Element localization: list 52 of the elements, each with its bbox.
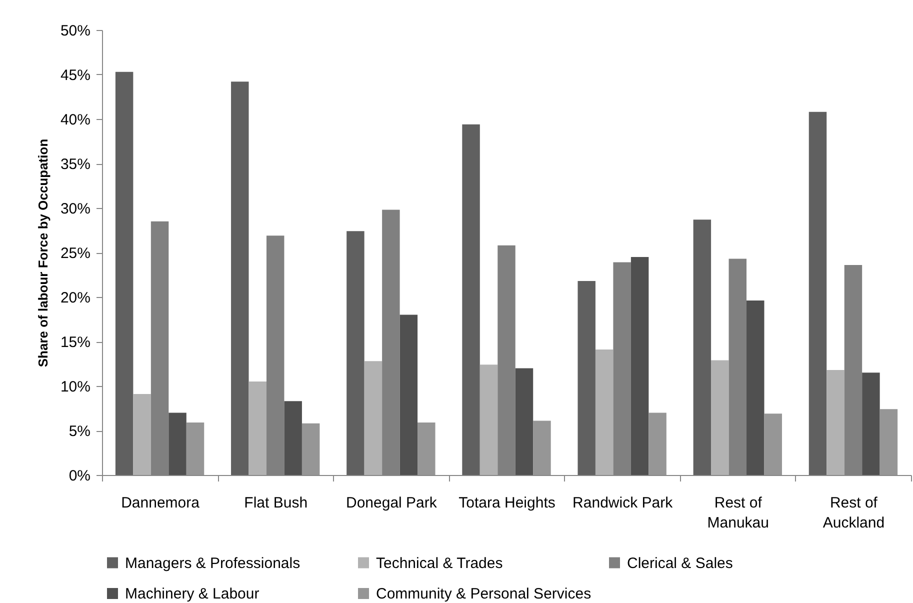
bar — [746, 300, 764, 475]
bar — [880, 409, 898, 475]
x-tick-label: Rest of Manukau — [707, 494, 769, 532]
bar — [515, 368, 534, 475]
y-tick-label: 15% — [60, 334, 90, 351]
y-tick-label: 50% — [60, 22, 90, 40]
bar — [630, 256, 649, 475]
bar — [231, 82, 249, 475]
bar — [711, 360, 729, 475]
legend-label: Clerical & Sales — [627, 554, 733, 572]
y-tick-label: 5% — [68, 423, 90, 440]
bar — [400, 314, 418, 475]
bar — [595, 350, 614, 475]
legend-label: Managers & Professionals — [125, 554, 300, 572]
x-tick-label: Dannemora — [121, 494, 200, 512]
bar — [808, 112, 827, 475]
x-tick-label: Rest of Auckland — [822, 494, 885, 532]
bar — [693, 220, 712, 475]
bar — [133, 394, 151, 475]
y-tick-label: 10% — [60, 378, 90, 396]
legend-label: Community & Personal Services — [376, 586, 592, 602]
bar — [578, 280, 596, 475]
legend-label: Machinery & Labour — [125, 586, 260, 602]
y-tick-label: 40% — [60, 112, 90, 128]
y-tick-label: 30% — [60, 200, 90, 218]
y-axis-title: Share of labour Force by Occupation — [35, 138, 50, 368]
x-tick-label: Totara Heights — [458, 494, 556, 512]
bar — [826, 370, 844, 475]
x-tick-label: Donegal Park — [346, 494, 438, 512]
bar — [862, 372, 880, 475]
bar — [248, 382, 266, 475]
bar — [115, 72, 134, 475]
y-tick-label: 45% — [60, 67, 90, 84]
bar — [168, 412, 186, 475]
bar — [648, 412, 666, 475]
x-tick-label: Flat Bush — [244, 494, 308, 512]
bar — [186, 422, 204, 475]
bar — [764, 414, 782, 475]
y-tick-label: 0% — [68, 468, 90, 484]
bar — [462, 124, 480, 475]
bar — [480, 364, 498, 475]
bar — [302, 423, 320, 475]
bar — [364, 361, 382, 475]
y-tick-label: 25% — [60, 245, 90, 262]
bar — [533, 420, 551, 475]
bar — [418, 422, 436, 475]
y-tick-label: 20% — [60, 290, 90, 306]
x-tick-label: Randwick Park — [572, 494, 674, 512]
legend-label: Technical & Trades — [376, 554, 503, 572]
bar — [284, 401, 302, 475]
bar — [346, 231, 364, 475]
y-tick-label: 35% — [60, 156, 90, 173]
